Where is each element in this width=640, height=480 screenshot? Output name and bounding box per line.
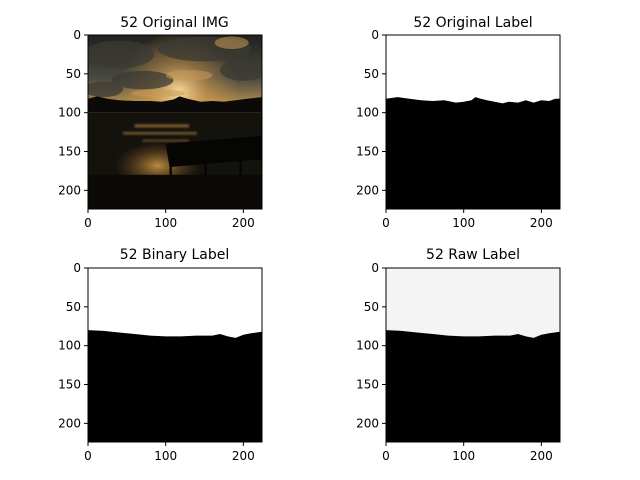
- x-tick-label: 100: [452, 216, 475, 230]
- x-tick-label: 200: [232, 449, 255, 463]
- x-tick-label: 0: [382, 216, 390, 230]
- y-tick-label: 100: [58, 339, 81, 353]
- y-tick-label: 0: [73, 28, 81, 42]
- y-tick-label: 50: [66, 67, 81, 81]
- y-tick-label: 200: [58, 183, 81, 197]
- panel-original-img: 52 Original IMG: [58, 15, 263, 230]
- x-tick-label: 0: [84, 216, 92, 230]
- y-tick-label: 100: [58, 106, 81, 120]
- x-axis-ticks: 0 100 200: [382, 209, 553, 230]
- y-tick-label: 50: [364, 300, 379, 314]
- mask-bottom: [88, 330, 262, 442]
- panel-raw-label: 52 Raw Label 0 100 200 0 50 100 150 200: [356, 247, 561, 463]
- x-tick-label: 200: [530, 449, 553, 463]
- y-axis-ticks: 0 50 100 150 200: [356, 261, 386, 430]
- tree-line: [88, 96, 262, 113]
- x-axis-ticks: 0 100 200: [84, 209, 255, 230]
- y-tick-label: 100: [356, 106, 379, 120]
- y-tick-label: 200: [356, 416, 379, 430]
- y-tick-label: 150: [356, 145, 379, 159]
- x-tick-label: 100: [154, 449, 177, 463]
- mask-bottom: [386, 330, 560, 442]
- y-tick-label: 200: [58, 416, 81, 430]
- y-axis-ticks: 0 50 100 150 200: [356, 28, 386, 197]
- x-tick-label: 100: [452, 449, 475, 463]
- mask-image: [88, 268, 262, 442]
- dock: [88, 135, 262, 209]
- x-axis-ticks: 0 100 200: [382, 442, 553, 463]
- panel-title: 52 Raw Label: [426, 247, 520, 263]
- y-tick-label: 0: [73, 261, 81, 275]
- panel-title: 52 Original IMG: [120, 15, 229, 31]
- y-axis-ticks: 0 50 100 150 200: [58, 28, 88, 197]
- y-tick-label: 150: [58, 378, 81, 392]
- y-tick-label: 50: [364, 67, 379, 81]
- x-axis-ticks: 0 100 200: [84, 442, 255, 463]
- x-tick-label: 0: [382, 449, 390, 463]
- x-tick-label: 200: [232, 216, 255, 230]
- y-tick-label: 200: [356, 183, 379, 197]
- panel-original-label: 52 Original Label 0 100 200 0 50 100 150 200: [356, 15, 561, 230]
- y-tick-label: 100: [356, 339, 379, 353]
- y-tick-label: 0: [371, 261, 379, 275]
- x-tick-label: 100: [154, 216, 177, 230]
- y-tick-label: 150: [356, 378, 379, 392]
- panel-title: 52 Original Label: [413, 15, 532, 31]
- y-axis-ticks: 0 50 100 150 200: [58, 261, 88, 430]
- mask-bottom: [386, 97, 560, 209]
- mask-image: [386, 35, 560, 209]
- x-tick-label: 0: [84, 449, 92, 463]
- panel-title: 52 Binary Label: [120, 247, 229, 263]
- mask-image: [386, 268, 560, 442]
- panel-binary-label: 52 Binary Label 0 100 200 0 50 100 150 200: [58, 247, 263, 463]
- y-tick-label: 0: [371, 28, 379, 42]
- y-tick-label: 150: [58, 145, 81, 159]
- y-tick-label: 50: [66, 300, 81, 314]
- photo-image: [88, 35, 262, 209]
- x-tick-label: 200: [530, 216, 553, 230]
